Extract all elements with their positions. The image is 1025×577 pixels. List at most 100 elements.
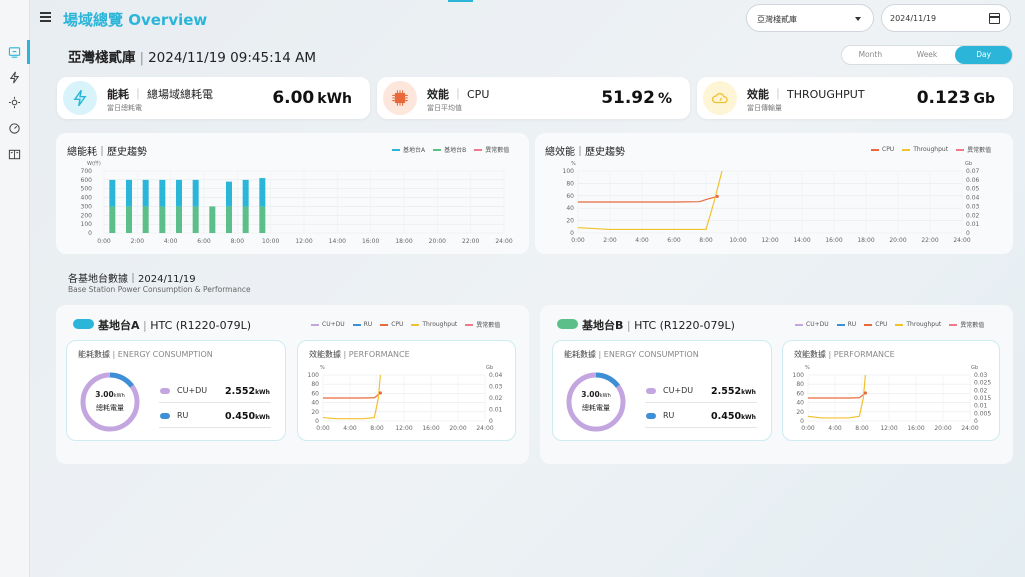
network-icon[interactable] bbox=[7, 95, 22, 110]
station-name: 基地台B | HTC (R1220-079L) bbox=[582, 319, 735, 332]
y-tick-label: 100 bbox=[81, 221, 93, 228]
range-day[interactable]: Day bbox=[955, 46, 1013, 64]
station-performance-chart: % Gb 0 20 40 60 80 100 0 0.01 0.02 0.03 0.04 0:00 4:00… bbox=[308, 365, 503, 432]
y2-tick-label: 0.07 bbox=[966, 168, 980, 175]
divider bbox=[159, 402, 271, 403]
y-axis-unit: % bbox=[320, 365, 325, 371]
legend-item[interactable]: CPU bbox=[380, 321, 403, 328]
legend-item[interactable]: Throughput bbox=[895, 321, 941, 328]
x-tick-label: 4:00 bbox=[164, 238, 178, 245]
bar-station-b bbox=[126, 206, 132, 233]
station-name: 基地台A | HTC (R1220-079L) bbox=[98, 319, 252, 332]
y-tick-label: 80 bbox=[566, 180, 574, 187]
energy-ring-chart bbox=[80, 372, 140, 432]
legend-item[interactable]: CU+DU bbox=[311, 321, 345, 328]
y2-axis-unit: Gb bbox=[486, 365, 493, 371]
legend-item[interactable]: RU bbox=[836, 321, 856, 328]
card-title: 能耗數據 | ENERGY CONSUMPTION bbox=[78, 350, 213, 359]
x-tick-label: 2:00 bbox=[131, 238, 145, 245]
bar-station-a bbox=[109, 179, 116, 207]
gauge-icon[interactable] bbox=[7, 121, 22, 136]
cpu-icon bbox=[383, 81, 417, 115]
x-tick-label: 24:00 bbox=[953, 237, 970, 244]
y-tick-label: 0 bbox=[570, 230, 574, 237]
bar-station-b bbox=[259, 206, 266, 233]
cpu-line bbox=[578, 195, 718, 203]
station-card: 基地台A | HTC (R1220-079L) CU+DU RU CPU Thr… bbox=[56, 305, 529, 464]
legend-item[interactable]: 異常數值 bbox=[956, 145, 991, 154]
site-select-value: 亞灣棧貳庫 bbox=[757, 15, 797, 24]
energy-row-value: 0.450kWh bbox=[225, 411, 270, 422]
x-tick-label: 20:00 bbox=[429, 238, 446, 245]
legend-item[interactable]: Throughput bbox=[902, 146, 948, 153]
bar-station-b bbox=[159, 206, 166, 233]
calendar-icon[interactable] bbox=[989, 13, 1000, 24]
menu-icon[interactable] bbox=[40, 12, 51, 22]
y-tick-label: 40 bbox=[311, 400, 319, 407]
x-tick-label: 4:00 bbox=[635, 237, 649, 244]
cpu-line bbox=[808, 392, 866, 399]
x-tick-label: 10:00 bbox=[729, 237, 746, 244]
legend-item[interactable]: 基地台A bbox=[392, 145, 425, 154]
x-tick-label: 12:00 bbox=[761, 237, 778, 244]
legend-item[interactable]: CPU bbox=[864, 321, 887, 328]
kpi-throughput-card: 效能 ｜ THROUGHPUT 當日傳輸量 0.123 Gb bbox=[697, 77, 1013, 119]
y2-tick-label: 0.02 bbox=[974, 387, 988, 394]
energy-row-cudu: CU+DU bbox=[646, 386, 693, 395]
book-icon[interactable] bbox=[7, 147, 22, 162]
x-tick-label: 8:00 bbox=[231, 238, 245, 245]
x-tick-label: 8:00 bbox=[699, 237, 713, 244]
caret-down-icon bbox=[855, 17, 861, 21]
y2-tick-label: 0 bbox=[966, 230, 970, 237]
performance-history-panel: 總效能｜歷史趨勢 CPU Throughput 異常數值 % Gb 0 20 40 60 8… bbox=[535, 133, 1013, 254]
y-tick-label: 600 bbox=[81, 177, 93, 184]
y-tick-label: 0 bbox=[315, 418, 319, 425]
legend-item[interactable]: 基地台B bbox=[433, 145, 466, 154]
kpi-subtitle: 當日傳輸量 bbox=[747, 104, 782, 112]
y2-tick-label: 0.01 bbox=[974, 403, 988, 410]
legend-item[interactable]: 異常數值 bbox=[465, 320, 500, 329]
bar-station-a bbox=[226, 181, 232, 207]
range-month[interactable]: Month bbox=[858, 50, 883, 59]
y-tick-label: 20 bbox=[311, 409, 319, 416]
sidebar bbox=[0, 0, 30, 577]
y2-tick-label: 0.04 bbox=[966, 195, 980, 202]
lightning-icon[interactable] bbox=[7, 70, 22, 85]
x-tick-label: 0:00 bbox=[97, 238, 111, 245]
legend-item[interactable]: RU bbox=[352, 321, 372, 328]
date-picker-value: 2024/11/19 bbox=[890, 14, 937, 23]
site-select[interactable]: 亞灣棧貳庫 bbox=[746, 4, 874, 32]
x-tick-label: 20:00 bbox=[889, 237, 906, 244]
bar-station-b bbox=[192, 206, 199, 233]
station-legend: CU+DU RU CPU Throughput 異常數值 bbox=[795, 320, 984, 329]
date-picker[interactable]: 2024/11/19 bbox=[881, 4, 1011, 32]
y2-tick-label: 0 bbox=[489, 418, 493, 425]
x-tick-label: 18:00 bbox=[857, 237, 874, 244]
performance-line-chart: % Gb 0 20 40 60 80 100 0 0.01 0.02 0.030.04 0.05 0.06… bbox=[563, 161, 980, 244]
y-tick-label: 0 bbox=[800, 418, 804, 425]
x-tick-label: 6:00 bbox=[667, 237, 681, 244]
timestamp: 2024/11/19 09:45:14 AM bbox=[148, 50, 316, 66]
legend-item[interactable]: CPU bbox=[871, 146, 894, 153]
y-tick-label: 80 bbox=[796, 381, 804, 388]
bar-station-b bbox=[142, 206, 149, 233]
legend-item[interactable]: Throughput bbox=[411, 321, 457, 328]
dashboard-icon[interactable] bbox=[7, 45, 22, 60]
x-tick-label: 14:00 bbox=[329, 238, 346, 245]
bar-station-b bbox=[209, 206, 216, 233]
range-week[interactable]: Week bbox=[916, 50, 938, 59]
energy-consumption-card: 能耗數據 | ENERGY CONSUMPTION 3.00kWh 總耗電量 C… bbox=[66, 340, 286, 441]
y-tick-label: 40 bbox=[566, 205, 574, 212]
y-tick-label: 500 bbox=[81, 186, 93, 193]
y-tick-label: 80 bbox=[311, 381, 319, 388]
legend-item[interactable]: 異常數值 bbox=[949, 320, 984, 329]
bar-station-a bbox=[176, 179, 182, 207]
legend-item[interactable]: CU+DU bbox=[795, 321, 829, 328]
y2-tick-label: 0.03 bbox=[974, 372, 988, 379]
x-tick-label: 8:00 bbox=[855, 425, 869, 432]
y-tick-label: 100 bbox=[563, 168, 575, 175]
bar-station-b bbox=[109, 206, 116, 233]
x-tick-label: 0:00 bbox=[316, 425, 330, 432]
y-tick-label: 700 bbox=[81, 168, 93, 175]
legend-item[interactable]: 異常數值 bbox=[474, 145, 509, 154]
